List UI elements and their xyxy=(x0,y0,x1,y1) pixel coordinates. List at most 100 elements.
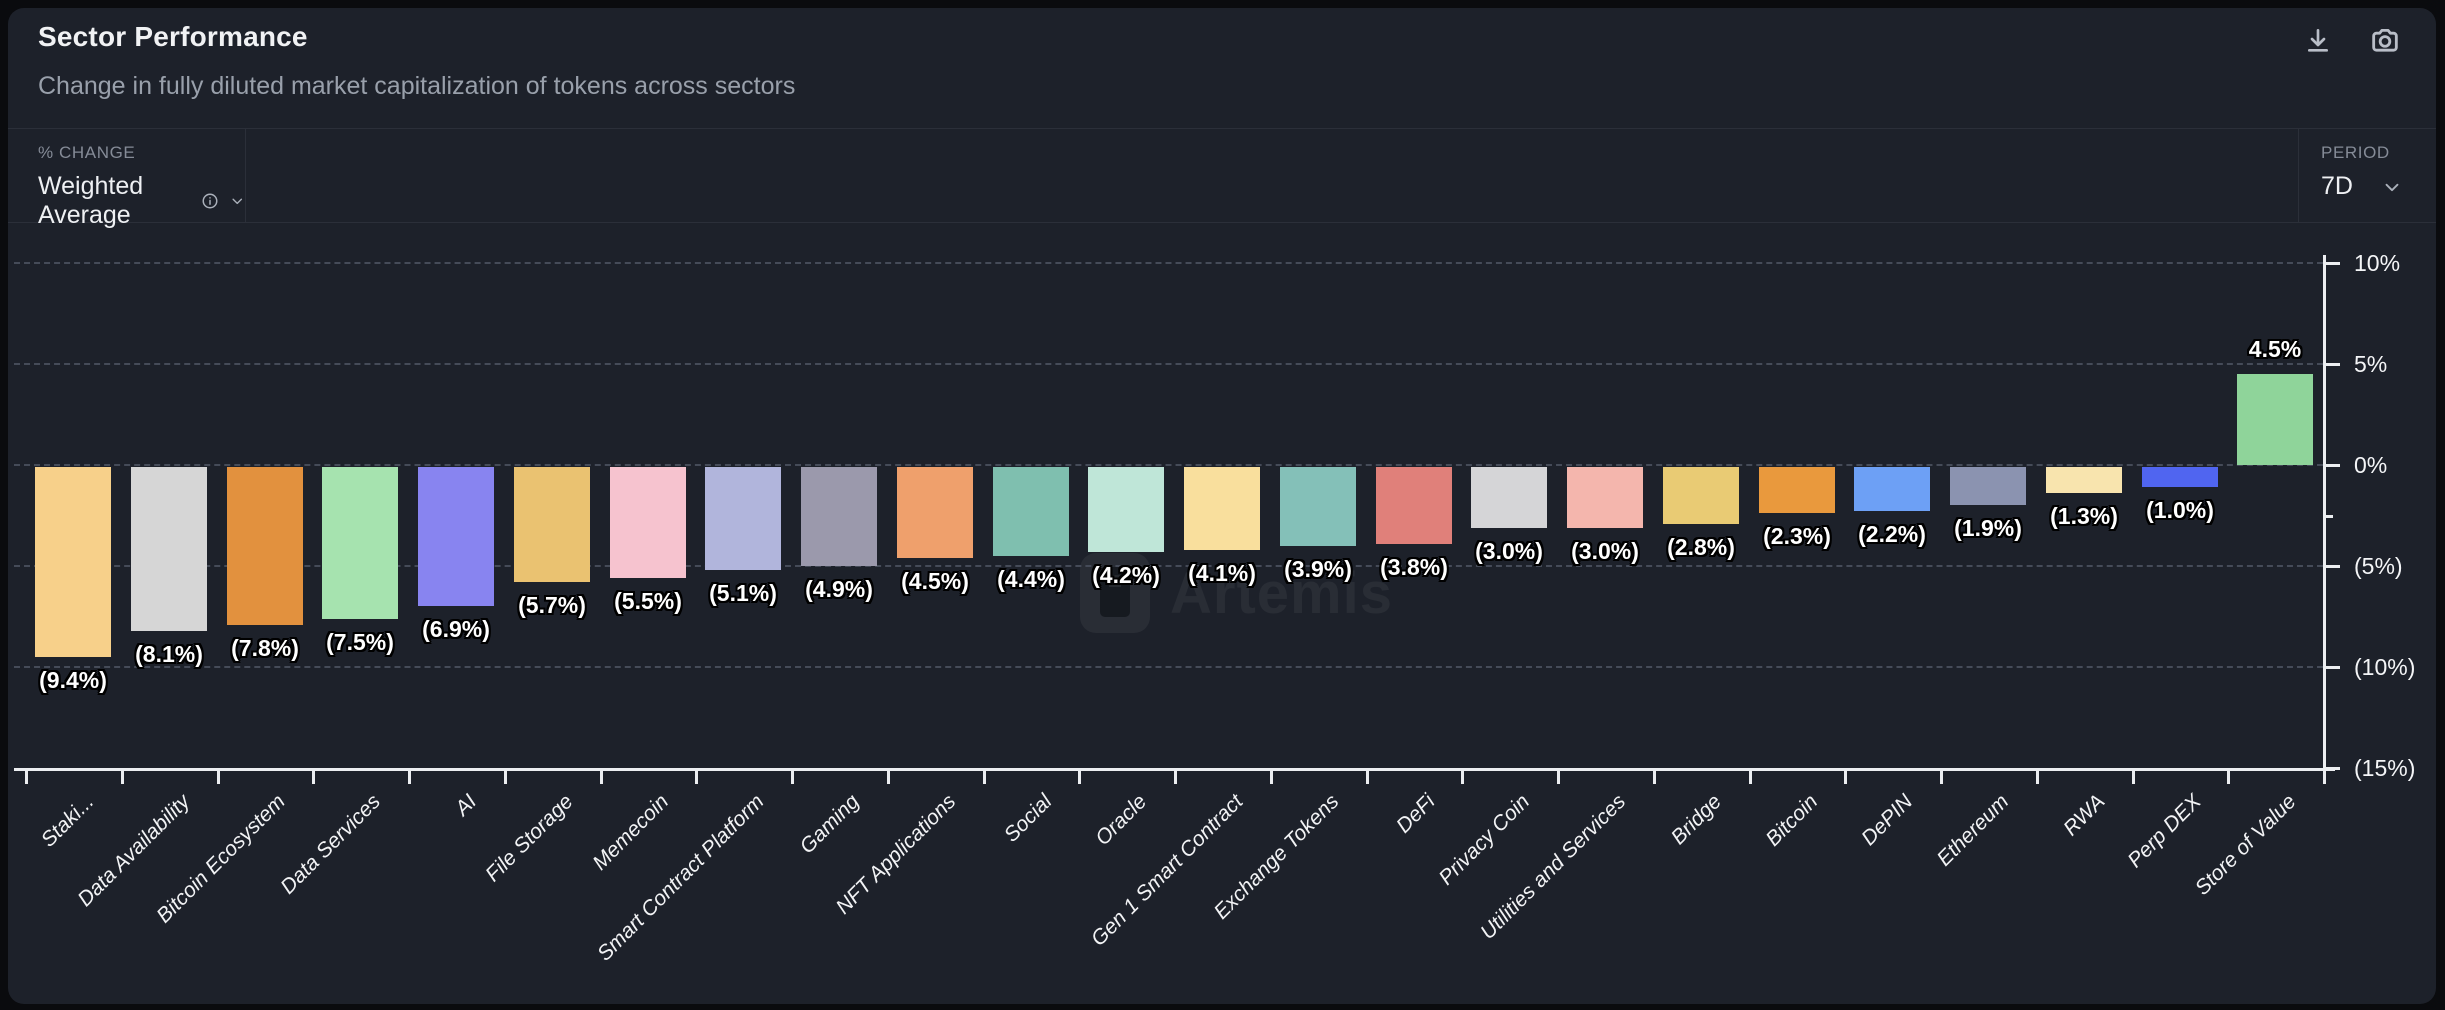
bar-value-staki: (9.4%) xyxy=(39,667,107,693)
x-axis-tick xyxy=(982,771,986,784)
bar-staki[interactable] xyxy=(35,467,111,657)
gridline-10 xyxy=(14,262,2323,264)
x-category-text: Store of Value xyxy=(2190,790,2301,900)
x-category-text: Social xyxy=(999,790,1057,847)
x-category-text: Perp DEX xyxy=(2122,790,2206,873)
bar-ethereum[interactable] xyxy=(1950,467,2026,505)
bar-value-privacy-coin: (3.0%) xyxy=(1475,538,1543,564)
bar-value-bitcoin: (2.3%) xyxy=(1763,523,1831,549)
camera-icon xyxy=(2372,28,2398,52)
bar-perp-dex[interactable] xyxy=(2142,467,2218,487)
x-axis-tick xyxy=(25,771,28,784)
bar-nft-applications[interactable] xyxy=(897,467,973,558)
sector-performance-card: Sector Performance Change in fully dilut… xyxy=(8,8,2436,1004)
x-axis-tick xyxy=(1844,771,1848,784)
bar-value-gen-1-smart-contract: (4.1%) xyxy=(1188,560,1256,586)
bar-value-bitcoin-ecosystem: (7.8%) xyxy=(231,635,299,661)
x-category-text: Gaming xyxy=(796,790,865,859)
bar-bitcoin[interactable] xyxy=(1759,467,1835,513)
info-icon[interactable] xyxy=(201,189,219,213)
x-axis-tick xyxy=(1461,771,1465,784)
period-label: PERIOD xyxy=(2321,143,2390,162)
x-category-text: AI xyxy=(450,790,482,821)
gridline-5 xyxy=(14,363,2323,365)
x-axis-tick xyxy=(1940,771,1943,784)
y-axis-label: (10%) xyxy=(2354,654,2416,680)
x-category-text: Ethereum xyxy=(1932,790,2014,871)
x-category-text: Oracle xyxy=(1091,790,1152,851)
x-category-text: DeFi xyxy=(1391,790,1440,838)
bar-bitcoin-ecosystem[interactable] xyxy=(227,467,303,625)
bar-bridge[interactable] xyxy=(1663,467,1739,524)
sector-bar-chart: Artemis 10% 5% 0% (5%) (10%) (15%) (9.4%) Staki… xyxy=(8,8,2436,1004)
bar-social[interactable] xyxy=(993,467,1069,556)
x-axis-tick xyxy=(2323,771,2326,784)
bar-value-exchange-tokens: (3.9%) xyxy=(1284,556,1352,582)
bar-defi[interactable] xyxy=(1376,467,1452,544)
bar-exchange-tokens[interactable] xyxy=(1280,467,1356,546)
y-axis xyxy=(2323,255,2326,771)
x-category-text: Bitcoin xyxy=(1761,790,1823,851)
bar-value-store-of-value: 4.5% xyxy=(2248,336,2302,362)
bar-memecoin[interactable] xyxy=(610,467,686,578)
x-axis-tick xyxy=(886,771,890,784)
bar-privacy-coin[interactable] xyxy=(1471,467,1547,528)
y-axis-label: 0% xyxy=(2354,452,2388,478)
x-category-text: Staki... xyxy=(36,790,99,852)
bar-depin[interactable] xyxy=(1854,467,1930,511)
x-category-text: Smart Contract Platform xyxy=(592,790,769,966)
x-axis-tick xyxy=(1748,771,1752,784)
bar-store-of-value[interactable] xyxy=(2237,374,2313,465)
x-axis-tick xyxy=(1174,771,1177,784)
metric-dropdown[interactable]: % CHANGE Weighted Average xyxy=(8,129,246,229)
page-subtitle: Change in fully diluted market capitaliz… xyxy=(38,72,796,100)
period-dropdown[interactable]: PERIOD 7D xyxy=(2298,129,2436,222)
bar-value-memecoin: (5.5%) xyxy=(614,588,682,614)
x-category-text: RWA xyxy=(2058,790,2110,841)
x-axis-tick xyxy=(1078,771,1082,784)
bar-value-data-availability: (8.1%) xyxy=(135,641,203,667)
x-axis-tick xyxy=(2131,771,2135,784)
header-actions xyxy=(2298,20,2406,62)
bar-gaming[interactable] xyxy=(801,467,877,566)
y-axis-label: 10% xyxy=(2354,250,2401,276)
x-axis-tick xyxy=(216,771,220,784)
gridline-5 xyxy=(14,565,2323,567)
x-category-text: Memecoin xyxy=(588,790,674,875)
bar-value-ethereum: (1.9%) xyxy=(1954,515,2022,541)
x-axis-tick xyxy=(2035,771,2039,784)
x-category-text: Bridge xyxy=(1667,790,1727,850)
bar-data-services[interactable] xyxy=(322,467,398,619)
bar-rwa[interactable] xyxy=(2046,467,2122,493)
bar-value-smart-contract-platform: (5.1%) xyxy=(709,580,777,606)
x-axis-tick xyxy=(791,771,794,784)
bar-value-depin: (2.2%) xyxy=(1858,521,1926,547)
bar-value-social: (4.4%) xyxy=(997,566,1065,592)
bar-file-storage[interactable] xyxy=(514,467,590,582)
bar-data-availability[interactable] xyxy=(131,467,207,631)
bar-value-rwa: (1.3%) xyxy=(2050,503,2118,529)
y-axis-tick xyxy=(2323,363,2340,366)
bar-value-utilities-and-services: (3.0%) xyxy=(1571,538,1639,564)
bar-value-bridge: (2.8%) xyxy=(1667,534,1735,560)
bar-gen-1-smart-contract[interactable] xyxy=(1184,467,1260,550)
x-axis-tick xyxy=(503,771,507,784)
x-category-text: Privacy Coin xyxy=(1434,790,1535,890)
period-value: 7D xyxy=(2321,172,2353,200)
download-icon xyxy=(2308,29,2328,52)
bar-value-nft-applications: (4.5%) xyxy=(901,568,969,594)
bar-utilities-and-services[interactable] xyxy=(1567,467,1643,528)
bar-smart-contract-platform[interactable] xyxy=(705,467,781,570)
screenshot-button[interactable] xyxy=(2364,20,2406,62)
y-axis-tick xyxy=(2323,262,2340,265)
chevron-down-icon xyxy=(2385,183,2399,191)
download-button[interactable] xyxy=(2298,21,2338,61)
bar-oracle[interactable] xyxy=(1088,467,1164,552)
x-axis-tick xyxy=(599,771,603,784)
gridline-10 xyxy=(14,666,2323,668)
bar-value-data-services: (7.5%) xyxy=(326,629,394,655)
bar-ai[interactable] xyxy=(418,467,494,606)
x-axis-tick xyxy=(120,771,124,784)
x-axis-tick xyxy=(1269,771,1273,784)
page-title: Sector Performance xyxy=(38,21,308,52)
